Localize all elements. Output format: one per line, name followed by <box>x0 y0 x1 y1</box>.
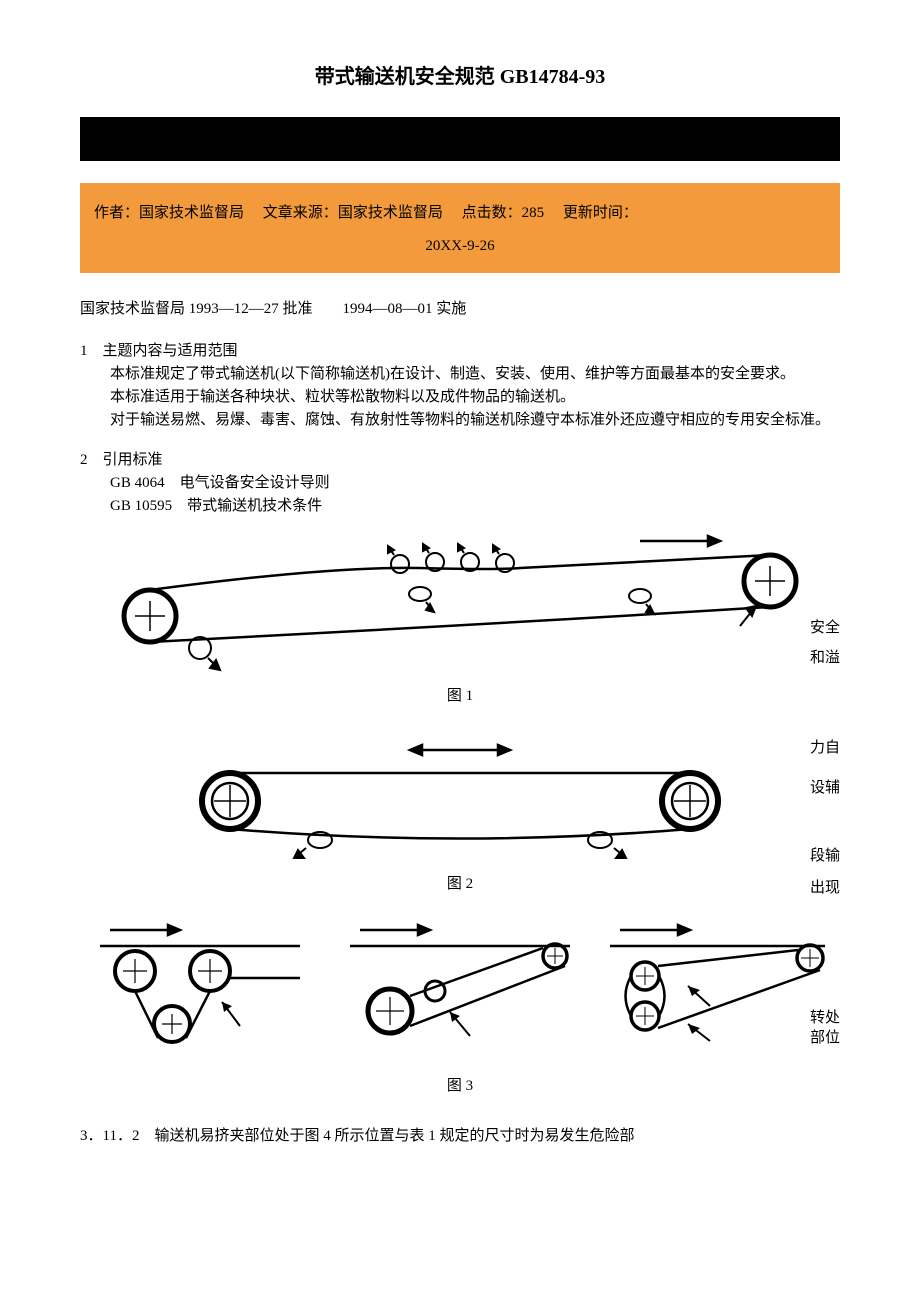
clicks-label: 点击数： <box>462 205 522 221</box>
black-banner <box>80 117 840 161</box>
text-frag-a1: 安全 <box>810 616 840 637</box>
approval-line: 国家技术监督局 1993—12—27 批准 1994—08—01 实施 <box>80 295 840 324</box>
text-frag-c1: 段输 <box>810 844 840 865</box>
figure-1-svg <box>80 526 840 676</box>
text-frag-a2: 和溢 <box>810 646 840 667</box>
section-1-head: 1 主题内容与适用范围 <box>80 340 840 363</box>
section-1: 1 主题内容与适用范围 本标准规定了带式输送机(以下简称输送机)在设计、制造、安… <box>80 340 840 433</box>
figure-2-svg <box>80 736 840 866</box>
section-1-p1: 本标准规定了带式输送机(以下简称输送机)在设计、制造、安装、使用、维护等方面最基… <box>80 363 840 386</box>
source-label: 文章来源： <box>263 205 338 221</box>
section-1-p3: 对于输送易燃、易爆、毒害、腐蚀、有放射性等物料的输送机除遵守本标准外还应遵守相应… <box>80 409 840 432</box>
document-title: 带式输送机安全规范 GB14784-93 <box>80 60 840 89</box>
section-2-head: 2 引用标准 <box>80 449 840 472</box>
section-1-p2: 本标准适用于输送各种块状、粒状等松散物料以及成件物品的输送机。 <box>80 386 840 409</box>
figure-2-caption: 图 2 <box>80 872 840 893</box>
author-value: 国家技术监督局 <box>139 205 244 221</box>
updated-value: 20XX-9-26 <box>425 238 494 254</box>
meta-banner: 作者：国家技术监督局 文章来源：国家技术监督局 点击数：285 更新时间： 20… <box>80 183 840 273</box>
text-frag-c2: 出现 <box>810 876 840 897</box>
section-2: 2 引用标准 GB 4064 电气设备安全设计导则 GB 10595 带式输送机… <box>80 449 840 519</box>
figure-3-svg <box>80 916 840 1066</box>
text-frag-b1: 力自 <box>810 736 840 757</box>
section-2-ref2: GB 10595 带式输送机技术条件 <box>80 495 840 518</box>
text-frag-b2: 设辅 <box>810 776 840 797</box>
source-value: 国家技术监督局 <box>338 205 443 221</box>
text-frag-d1: 转处 <box>810 1006 840 1027</box>
figures-area: 图 1 安全 和溢 <box>80 526 840 1106</box>
text-frag-d2: 部位 <box>810 1026 840 1047</box>
section-3-11-2: 3．11．2 输送机易挤夹部位处于图 4 所示位置与表 1 规定的尺寸时为易发生… <box>80 1124 840 1145</box>
figure-3-caption: 图 3 <box>80 1074 840 1095</box>
updated-label: 更新时间： <box>563 205 638 221</box>
section-2-ref1: GB 4064 电气设备安全设计导则 <box>80 472 840 495</box>
figure-1-caption: 图 1 <box>80 684 840 705</box>
clicks-value: 285 <box>522 205 545 221</box>
author-label: 作者： <box>94 205 139 221</box>
